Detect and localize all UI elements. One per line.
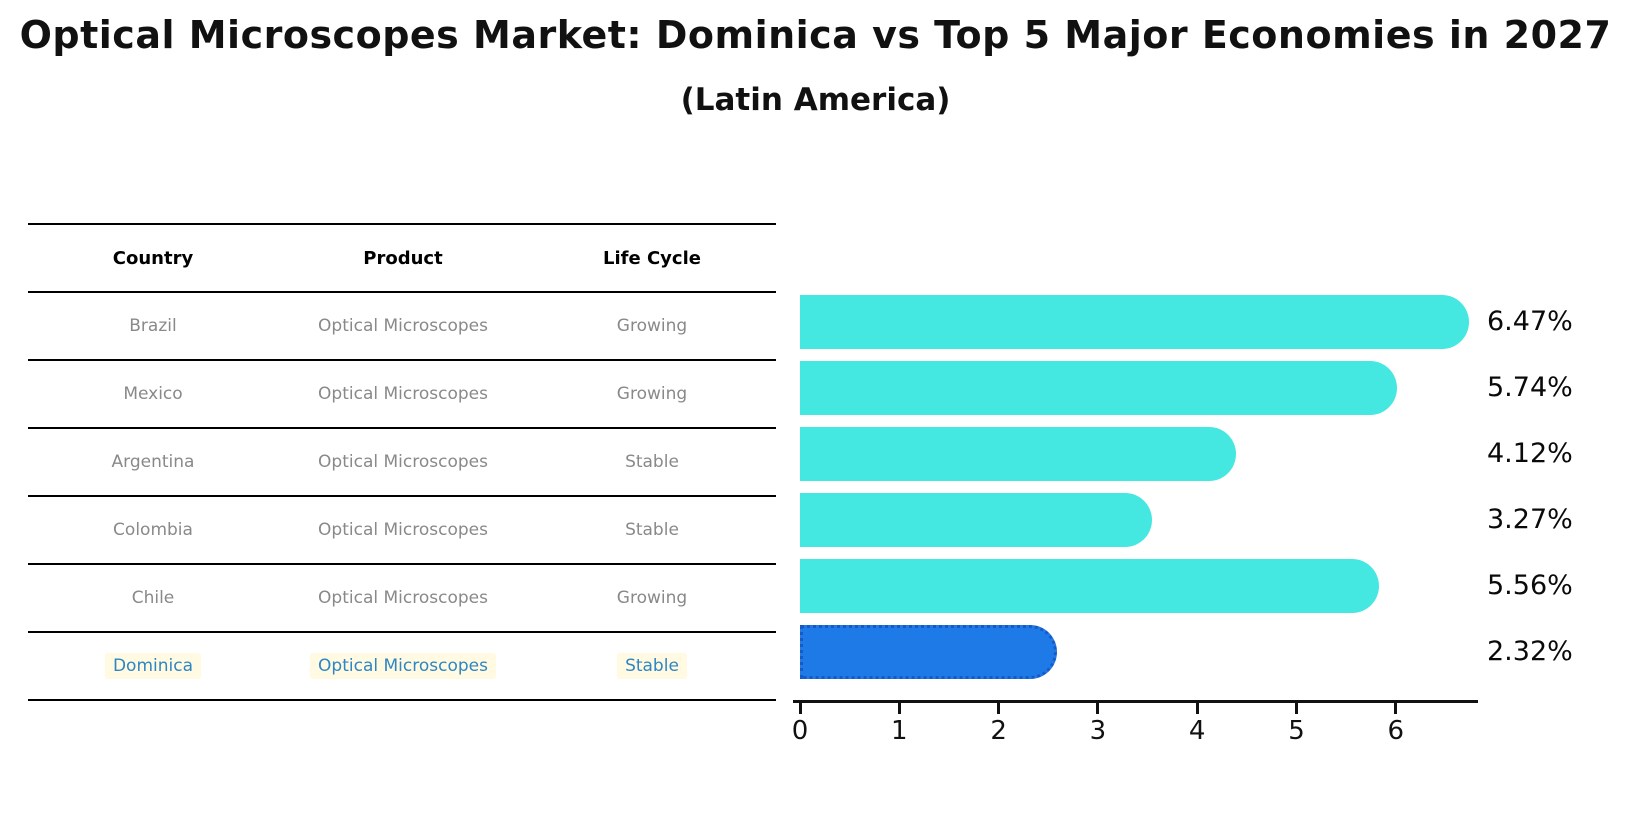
value-label-brazil: 6.47% xyxy=(1487,306,1573,337)
x-tick-label: 5 xyxy=(1288,716,1305,746)
cell-country: Dominica xyxy=(28,653,278,679)
table-row-chile: Chile Optical Microscopes Growing xyxy=(28,563,776,631)
cell-life-cycle: Stable xyxy=(625,520,679,540)
cell-country: Mexico xyxy=(123,384,183,404)
table-row-argentina: Argentina Optical Microscopes Stable xyxy=(28,427,776,495)
chart-subtitle: (Latin America) xyxy=(680,82,951,118)
x-tick-label: 6 xyxy=(1387,716,1405,746)
x-tick xyxy=(798,703,802,714)
cell-life-cycle: Growing xyxy=(616,384,688,404)
x-tick-label: 3 xyxy=(1089,716,1107,746)
cell-product: Optical Microscopes xyxy=(318,384,488,404)
bar-dominica-highlighted xyxy=(800,625,1058,679)
x-tick xyxy=(1195,703,1199,714)
cell-product: Optical Microscopes xyxy=(278,653,528,679)
cell-product: Optical Microscopes xyxy=(318,588,488,608)
column-header-country: Country xyxy=(112,247,194,269)
column-header-product: Product xyxy=(363,247,443,269)
table-header-row: Country Product Life Cycle xyxy=(28,223,776,291)
x-axis-line xyxy=(793,700,1478,703)
cell-country: Colombia xyxy=(113,520,193,540)
value-label-colombia: 3.27% xyxy=(1487,504,1573,535)
bar-mexico xyxy=(800,361,1397,415)
x-tick xyxy=(1096,703,1100,714)
cell-country: Chile xyxy=(131,588,175,608)
table-row-dominica-highlighted: Dominica Optical Microscopes Stable xyxy=(28,631,776,699)
x-tick-label: 1 xyxy=(891,716,908,746)
x-tick xyxy=(1394,703,1398,714)
cell-product: Optical Microscopes xyxy=(318,316,488,336)
table-row-brazil: Brazil Optical Microscopes Growing xyxy=(28,291,776,359)
value-label-mexico: 5.74% xyxy=(1487,372,1573,403)
x-tick-label: 0 xyxy=(791,716,809,746)
value-label-chile: 5.56% xyxy=(1487,570,1573,601)
x-tick xyxy=(897,703,901,714)
cell-life-cycle: Growing xyxy=(616,588,688,608)
table-row-mexico: Mexico Optical Microscopes Growing xyxy=(28,359,776,427)
bar-chile xyxy=(800,559,1380,613)
bar-argentina xyxy=(800,427,1237,481)
chart-title: Optical Microscopes Market: Dominica vs … xyxy=(19,13,1612,57)
bar-colombia xyxy=(800,493,1152,547)
column-header-life-cycle: Life Cycle xyxy=(603,247,701,269)
cell-product: Optical Microscopes xyxy=(318,452,488,472)
cell-life-cycle: Stable xyxy=(625,452,679,472)
x-tick-label: 4 xyxy=(1188,716,1206,746)
x-tick-label: 2 xyxy=(990,716,1007,746)
cell-country: Argentina xyxy=(111,452,195,472)
country-table: Country Product Life Cycle Brazil Optica… xyxy=(28,223,776,701)
x-tick xyxy=(997,703,1001,714)
cell-country: Brazil xyxy=(129,316,177,336)
cell-life-cycle: Growing xyxy=(616,316,688,336)
x-tick xyxy=(1295,703,1298,714)
bar-brazil xyxy=(800,295,1470,349)
table-row-colombia: Colombia Optical Microscopes Stable xyxy=(28,495,776,563)
value-label-dominica: 2.32% xyxy=(1487,636,1573,667)
value-label-argentina: 4.12% xyxy=(1487,438,1573,469)
cell-life-cycle: Stable xyxy=(528,653,776,679)
cell-product: Optical Microscopes xyxy=(318,520,488,540)
